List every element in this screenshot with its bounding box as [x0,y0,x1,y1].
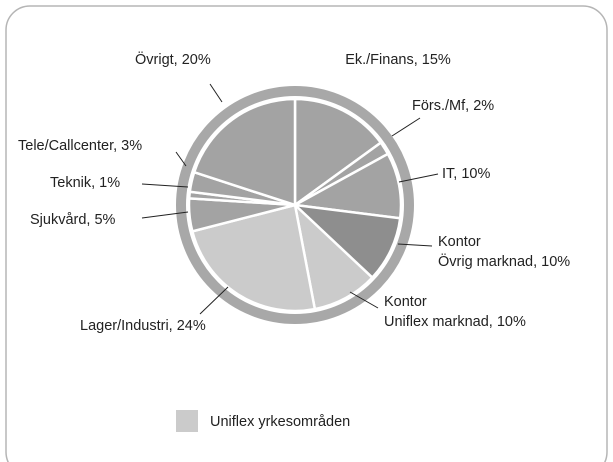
slice-label: Ek./Finans, 15% [345,52,451,68]
pie-slice [293,97,383,208]
leader-line [175,151,187,167]
leader-line [141,183,189,188]
leader-line [398,173,439,183]
leader-line [349,291,379,309]
leader-line [391,117,421,137]
slice-label: Tele/Callcenter, 3% [18,138,142,154]
legend-swatch [176,410,198,432]
slice-label: Övrig marknad, 10% [438,252,570,270]
slice-label: Sjukvård, 5% [30,212,116,228]
pie-slice [192,97,297,207]
legend-label: Uniflex yrkesområden [210,414,350,430]
pie-ring [176,86,414,324]
slice-label: Teknik, 1% [50,175,120,191]
slice-label: Uniflex marknad, 10% [384,314,526,330]
pie-slice [190,203,317,313]
slice-label: Lager/Industri, 24% [80,318,206,334]
slice-label: Förs./Mf, 2% [412,98,494,114]
leader-line [397,243,433,247]
slice-label: Övrigt, 20% [135,50,211,68]
leader-line [141,211,189,219]
slice-label: IT, 10% [442,166,490,182]
slice-label: Kontor [384,294,427,310]
leader-line [199,286,229,315]
slice-label: Kontor [438,234,481,250]
leader-line [209,83,223,103]
